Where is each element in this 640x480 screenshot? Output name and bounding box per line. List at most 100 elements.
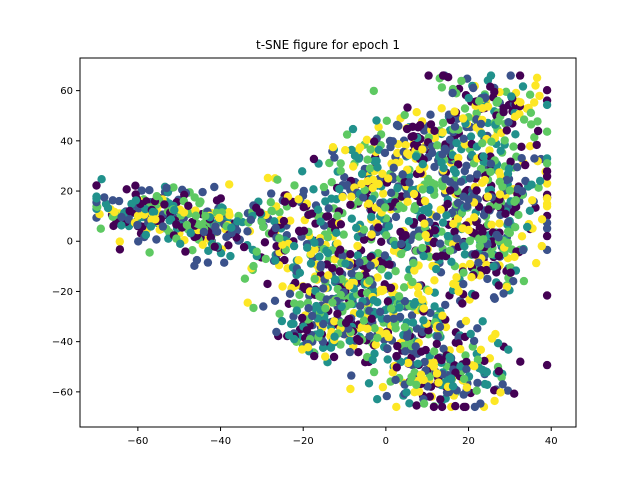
scatter-point [345, 336, 354, 345]
scatter-point [495, 168, 504, 177]
scatter-point [145, 186, 154, 195]
scatter-point [307, 209, 317, 218]
scatter-point [487, 334, 497, 343]
scatter-point [290, 299, 299, 308]
scatter-point [402, 388, 411, 397]
scatter-point [496, 146, 505, 155]
scatter-point [384, 271, 393, 280]
scatter-point [191, 211, 201, 220]
scatter-point [424, 286, 433, 296]
scatter-point [461, 316, 471, 326]
scatter-point [284, 331, 294, 340]
scatter-point [324, 204, 333, 213]
scatter-point [355, 271, 364, 281]
scatter-point [326, 343, 336, 352]
scatter-point [530, 154, 539, 163]
scatter-point [442, 211, 451, 220]
scatter-point [363, 324, 372, 333]
scatter-point [504, 118, 513, 127]
scatter-point [483, 192, 493, 201]
scatter-point [131, 190, 140, 199]
scatter-point [310, 351, 319, 361]
scatter-point [418, 145, 427, 154]
scatter-point [145, 248, 154, 257]
scatter-point [430, 226, 440, 235]
scatter-point [450, 122, 460, 131]
scatter-point [479, 152, 488, 161]
scatter-point [517, 232, 527, 241]
scatter-point [239, 242, 249, 252]
scatter-point [390, 240, 400, 250]
scatter-point [198, 240, 207, 249]
scatter-point [365, 276, 374, 285]
scatter-point [510, 197, 519, 206]
scatter-point [542, 159, 552, 168]
scatter-point [472, 386, 481, 395]
scatter-point [92, 194, 101, 203]
scatter-point [92, 181, 101, 190]
scatter-point [374, 122, 383, 132]
scatter-point [330, 317, 339, 326]
y-axis: −60 −40 −20 0 20 40 60 [52, 86, 80, 398]
scatter-point [432, 264, 441, 274]
scatter-point [388, 137, 397, 146]
scatter-point [513, 163, 522, 172]
scatter-point [430, 126, 439, 135]
scatter-point [141, 230, 151, 240]
scatter-point [542, 86, 552, 95]
scatter-point [347, 192, 356, 201]
scatter-point [542, 127, 552, 136]
scatter-point [405, 399, 414, 408]
scatter-point [418, 295, 427, 304]
scatter-point [400, 110, 409, 120]
scatter-point [412, 108, 421, 117]
scatter-point [399, 283, 409, 292]
scatter-point [532, 73, 542, 83]
scatter-point [404, 273, 413, 282]
scatter-point [464, 93, 473, 103]
scatter-point [310, 238, 319, 247]
scatter-point [462, 383, 472, 392]
scatter-point [430, 302, 439, 311]
scatter-point [386, 283, 396, 293]
scatter-point [542, 194, 552, 203]
scatter-point [489, 262, 498, 271]
scatter-point [462, 365, 471, 374]
scatter-point [517, 187, 527, 196]
scatter-point [294, 195, 303, 204]
scatter-point [330, 275, 340, 284]
scatter-point [127, 199, 136, 209]
scatter-point [494, 251, 504, 261]
scatter-point [206, 233, 215, 242]
scatter-point [367, 230, 376, 239]
scatter-point [454, 287, 463, 296]
scatter-point [394, 292, 404, 301]
scatter-point [490, 386, 499, 395]
scatter-point [319, 319, 328, 329]
scatter-point [429, 238, 438, 248]
scatter-point [417, 347, 426, 356]
scatter-point [406, 377, 415, 387]
scatter-point [373, 273, 382, 282]
scatter-point [480, 356, 489, 366]
scatter-point [523, 222, 532, 232]
scatter-point [501, 209, 510, 218]
scatter-point [434, 378, 443, 387]
scatter-point [295, 290, 304, 300]
scatter-point [286, 216, 295, 225]
scatter-point [409, 189, 419, 199]
scatter-point [160, 200, 169, 209]
scatter-point [270, 217, 279, 226]
scatter-point [532, 140, 541, 150]
scatter-point [525, 90, 535, 99]
scatter-point [509, 277, 518, 286]
scatter-point [453, 198, 463, 208]
scatter-point [437, 251, 446, 260]
scatter-point [335, 267, 344, 276]
scatter-point [519, 276, 529, 286]
scatter-point [347, 371, 356, 380]
scatter-point [438, 118, 448, 128]
scatter-point [542, 231, 552, 241]
scatter-point [203, 258, 213, 267]
y-tick-label: 60 [60, 86, 73, 97]
